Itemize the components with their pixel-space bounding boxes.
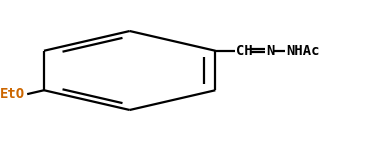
Text: NHAc: NHAc [286,44,320,58]
Text: N: N [267,44,275,58]
Text: EtO: EtO [0,87,25,101]
Text: CH: CH [236,44,253,58]
